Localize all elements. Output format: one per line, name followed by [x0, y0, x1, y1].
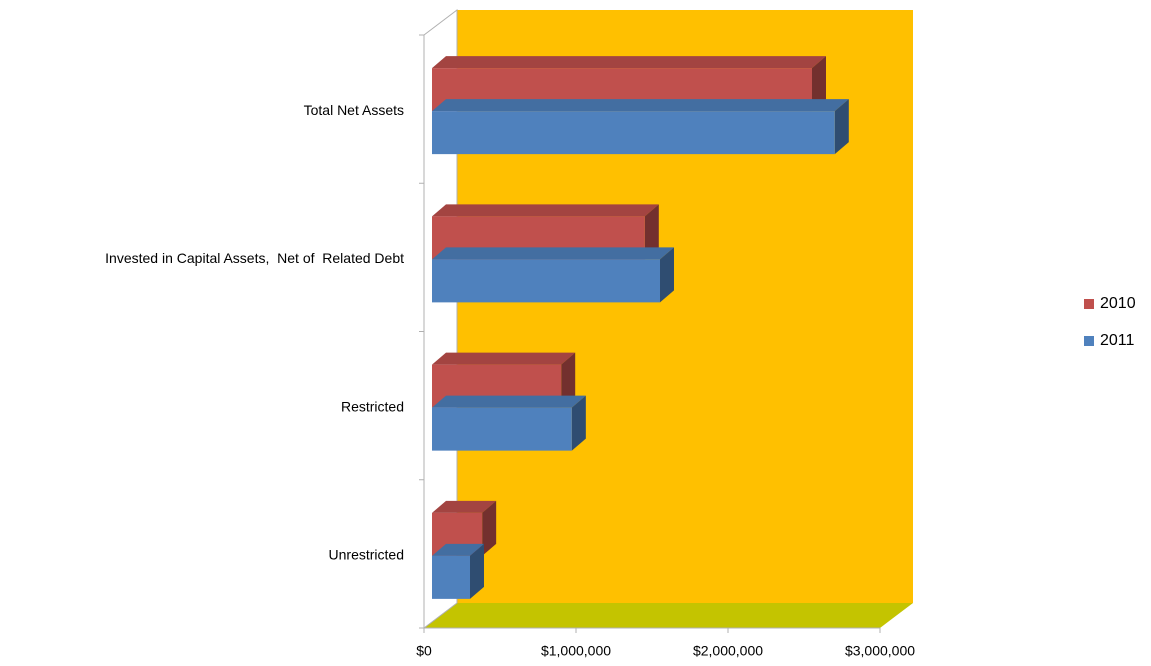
bar-face: [432, 352, 576, 365]
bar-face: [432, 543, 484, 556]
bar: [432, 395, 586, 451]
bar-face: [432, 500, 497, 513]
x-tick-label: $0: [416, 643, 432, 659]
bar-face: [432, 247, 674, 260]
back-wall: [457, 10, 913, 603]
bar-face: [432, 395, 586, 408]
bar-face: [432, 204, 659, 217]
bar-face: [660, 247, 674, 303]
bar-face: [432, 407, 572, 451]
x-tick-label: $2,000,000: [693, 643, 763, 659]
legend-swatch: [1084, 299, 1094, 309]
bar-face: [432, 111, 835, 155]
bar: [432, 543, 484, 599]
bar-face: [432, 99, 849, 112]
legend-swatch: [1084, 336, 1094, 346]
x-tick-label: $3,000,000: [845, 643, 915, 659]
bar-face: [432, 555, 470, 599]
category-label: Invested in Capital Assets, Net of Relat…: [105, 250, 404, 266]
legend-label: 2010: [1100, 295, 1136, 312]
bar-face: [432, 259, 660, 303]
bar-face: [571, 395, 586, 451]
legend-label: 2011: [1100, 332, 1135, 349]
bar-face: [482, 500, 497, 556]
bar-face: [644, 204, 659, 260]
bar-face: [561, 352, 576, 408]
bar-face: [834, 99, 849, 155]
category-label: Total Net Assets: [304, 102, 404, 118]
floor: [424, 603, 913, 628]
category-label: Restricted: [341, 398, 404, 414]
x-tick-label: $1,000,000: [541, 643, 611, 659]
bar: [432, 99, 849, 155]
category-label: Unrestricted: [329, 547, 404, 563]
bar-face: [432, 56, 826, 69]
bar: [432, 247, 674, 303]
bar-face: [470, 543, 484, 599]
bar-face: [812, 56, 826, 112]
